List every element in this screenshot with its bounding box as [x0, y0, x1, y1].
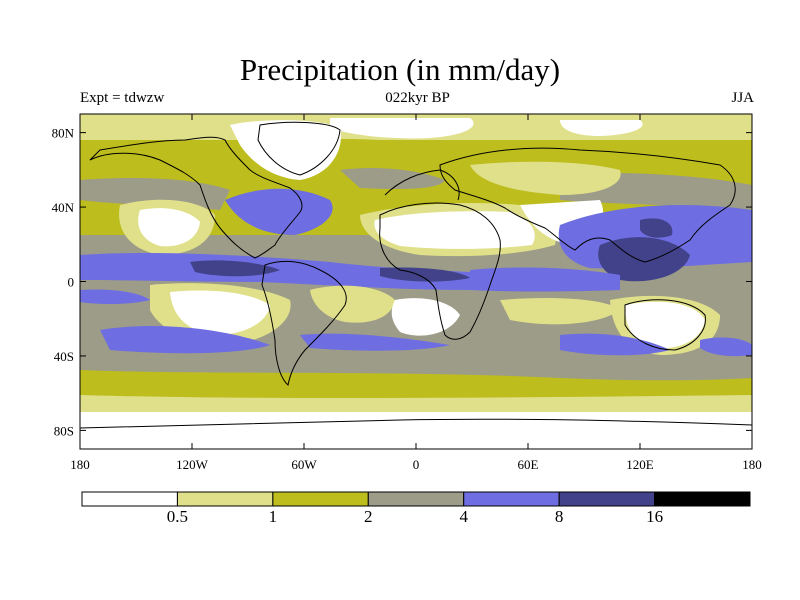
- lat-tick-label: 40S: [54, 349, 74, 364]
- season-label: JJA: [731, 90, 754, 106]
- colorbar-swatch: [367, 491, 465, 507]
- lat-tick-label: 0: [68, 275, 75, 290]
- colorbar-label: 0.5: [167, 507, 188, 526]
- lon-tick-label: 60E: [518, 457, 539, 472]
- colorbar-label: 1: [269, 507, 278, 526]
- colorbar-swatch: [272, 491, 369, 507]
- colorbar-swatch: [654, 491, 751, 507]
- lon-tick-label: 180: [70, 457, 90, 472]
- colorbar-label: 4: [459, 507, 468, 526]
- colorbar-swatch: [176, 491, 274, 507]
- lon-tick-label: 60W: [291, 457, 317, 472]
- lat-tick-label: 80N: [52, 126, 75, 141]
- lon-tick-label: 120W: [176, 457, 209, 472]
- lat-tick-label: 80S: [54, 423, 74, 438]
- lon-tick-label: 180: [742, 457, 762, 472]
- map-title: Precipitation (in mm/day): [239, 52, 561, 87]
- period-label: 022kyr BP: [385, 90, 450, 106]
- colorbar-swatch: [463, 491, 560, 507]
- colorbar-swatch: [81, 491, 178, 507]
- colorbar-label: 16: [646, 507, 663, 526]
- colorbar-label: 2: [364, 507, 373, 526]
- lon-tick-label: 0: [413, 457, 420, 472]
- lat-tick-label: 40N: [52, 200, 75, 215]
- coastlines: [80, 121, 752, 429]
- precipitation-field: [80, 114, 752, 449]
- colorbar-swatch: [558, 491, 656, 507]
- experiment-label: Expt = tdwzw: [80, 90, 165, 106]
- map-axes: 80N 40N 0 40S 80S 180 120W 60W 0 60E 120E 180: [52, 114, 762, 472]
- lon-tick-label: 120E: [626, 457, 654, 472]
- colorbar: 0.5 1 2 4 8 16: [81, 491, 751, 526]
- colorbar-label: 8: [555, 507, 564, 526]
